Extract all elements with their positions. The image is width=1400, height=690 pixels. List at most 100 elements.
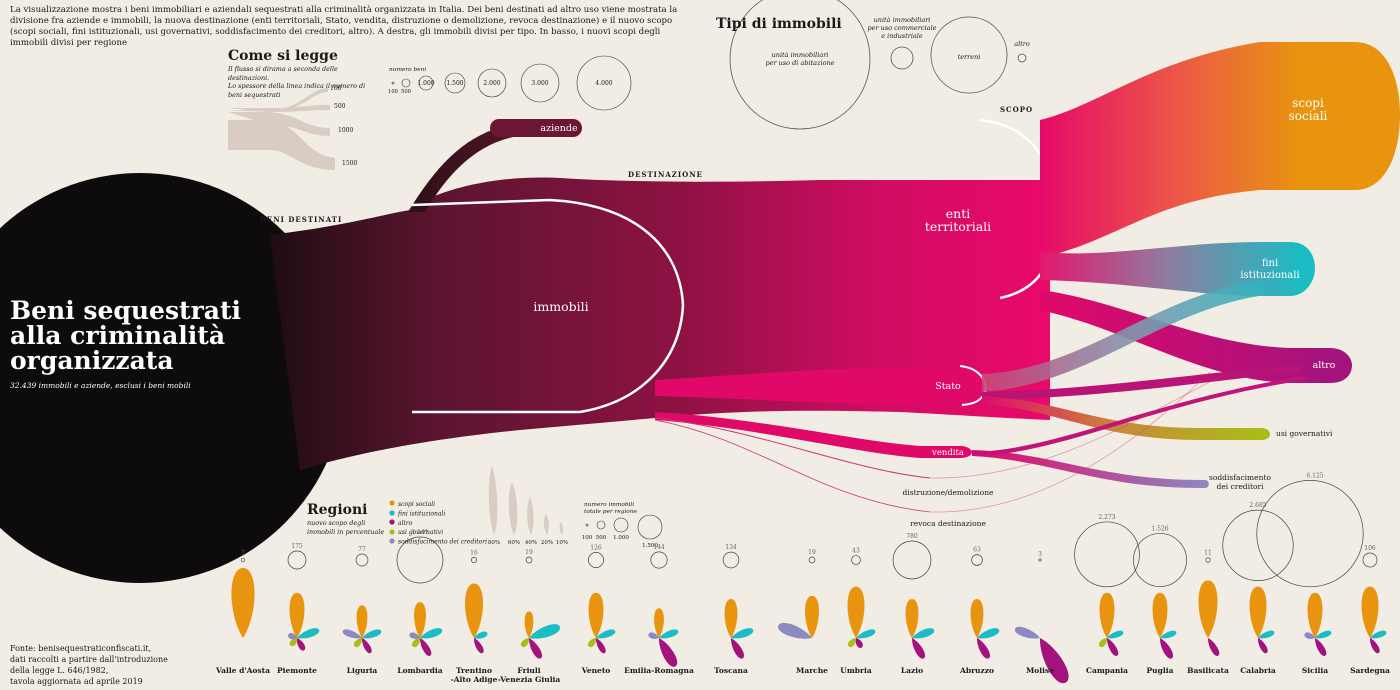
petal-scopi_sociali [724,599,738,638]
region-total-circle [525,556,533,564]
petal-scopi_sociali [905,599,919,638]
region-total-circle [1133,533,1187,587]
node-label-vendita: vendita [931,448,964,458]
region-name: Puglia [1147,666,1174,675]
flow-vendita-cred [972,450,1209,488]
node-label-cred-2: dei creditori [1217,482,1265,491]
source-line-4: tavola aggiornata ad aprile 2019 [10,677,143,686]
petal-altro [855,638,863,648]
region-total-circle [1038,558,1042,562]
petal-scopi_sociali [1361,586,1379,638]
size-legend-0: 100 [582,535,593,541]
region-16: 11 Basilicata [1187,550,1229,675]
how-to-read-text: Il flusso si dirama a seconda delle dest… [228,65,378,99]
region-name-2: -Venezia Giulia [498,675,561,684]
node-label-stato: Stato [935,381,961,392]
region-total-label: 43 [852,548,860,555]
tipi-heading: Tipi di immobili [716,16,842,32]
petal-altro [296,638,306,651]
regions-legend-dots [389,500,395,544]
petal-fini [362,629,382,639]
region-name: Basilicata [1187,666,1229,675]
region-total-circle [1074,521,1140,588]
flow-revoca-2 [929,371,1211,513]
region-1: 175 Piemonte [277,543,320,675]
region-12: 63 Abruzzo [959,547,1000,675]
regions-sub: nuovo scopo degli immobili in percentual… [307,519,385,536]
petal-scopi_sociali [970,599,984,638]
region-total-label: 16 [470,549,478,556]
region-total-circle [470,556,478,564]
region-total-label: 1.141 [411,529,428,536]
region-total-label: 19 [525,549,533,556]
legend-circle-4: 2.000 [483,80,500,87]
region-total-circle [722,551,740,569]
legend-circle-6: 4.000 [595,80,612,87]
subtitle: 32.439 immobili e aziende, esclusi i ben… [10,381,191,390]
petal-fini [474,631,488,639]
region-name: Calabria [1240,666,1276,675]
petal-scopi_sociali [588,592,604,638]
region-name: Veneto [581,666,611,675]
how-to-read-heading: Come si legge [228,48,338,64]
region-name-1: Friuli [517,666,540,675]
flow-distruzione-2 [929,371,1231,479]
petal-fini [731,628,754,639]
node-label-cred-1: soddisfacimento [1209,473,1271,482]
region-total-circle [892,540,932,580]
petal-fini [1258,630,1275,639]
pct-label-4: 10% [556,540,568,546]
region-total-label: 126 [590,544,602,551]
tipi-abitazione-1: unità immobiliari [772,51,829,59]
petal-creditori [1304,632,1315,639]
petal-scopi_sociali [356,605,368,638]
node-immobili [411,198,685,414]
node-label-revoca: revoca destinazione [910,519,986,528]
petal-fini [659,629,679,639]
node-aziende [490,119,582,137]
flow-usi-gov [982,396,1270,440]
region-total-circle [851,555,861,565]
petal-scopi_sociali [231,568,255,638]
petal-usi_gov [353,638,363,648]
region-total-circle [1362,552,1378,568]
petal-fini [977,628,1000,639]
pct-label-1: 60% [508,540,520,546]
petal-fini [297,628,320,639]
tipi-commerciale-1: unità immobiliari [874,16,931,24]
petal-altro [1159,638,1174,659]
petal-creditori [409,632,420,639]
title-line-3: organizzata [10,346,174,375]
region-total-circle [396,536,444,584]
petal-usi_gov [1098,638,1108,648]
stage-label-beni: BENI DESTINATI [260,215,342,224]
region-name: Sicilia [1302,666,1328,675]
size-legend-title-1: numero immobili [584,502,634,508]
node-label-fini-2: istituzionali [1240,270,1299,281]
pct-label-2: 40% [525,540,537,546]
region-name: Lazio [901,666,923,675]
regions-legend-1: fini istituzionali [397,510,445,517]
petal-altro [658,638,678,667]
flow-stato-fini [982,280,1265,392]
legend-numero-beni: numero beni [389,67,426,73]
region-total-label: 11 [1204,550,1212,557]
petal-altro [911,638,926,659]
size-legend-title-2: totale per regione [584,509,637,515]
petal-altro [595,638,606,654]
region-name: Umbria [840,666,872,675]
legend-circle-1: 500 [401,89,411,95]
petal-creditori [342,629,362,639]
title-line-2: alla criminalità [10,321,226,350]
regions-heading: Regioni [307,502,368,518]
region-total-label: 7 [241,550,245,557]
region-total-label: 63 [973,547,981,554]
region-name: Campania [1086,666,1128,675]
petal-usi_gov [520,638,530,648]
node-label-distruzione: distruzione/demolizione [903,488,994,497]
pct-label-3: 20% [541,540,553,546]
size-legend-3: 1.500 [642,543,658,549]
region-total-label: 134 [725,544,737,551]
flow-val-100: 100 [330,85,342,92]
